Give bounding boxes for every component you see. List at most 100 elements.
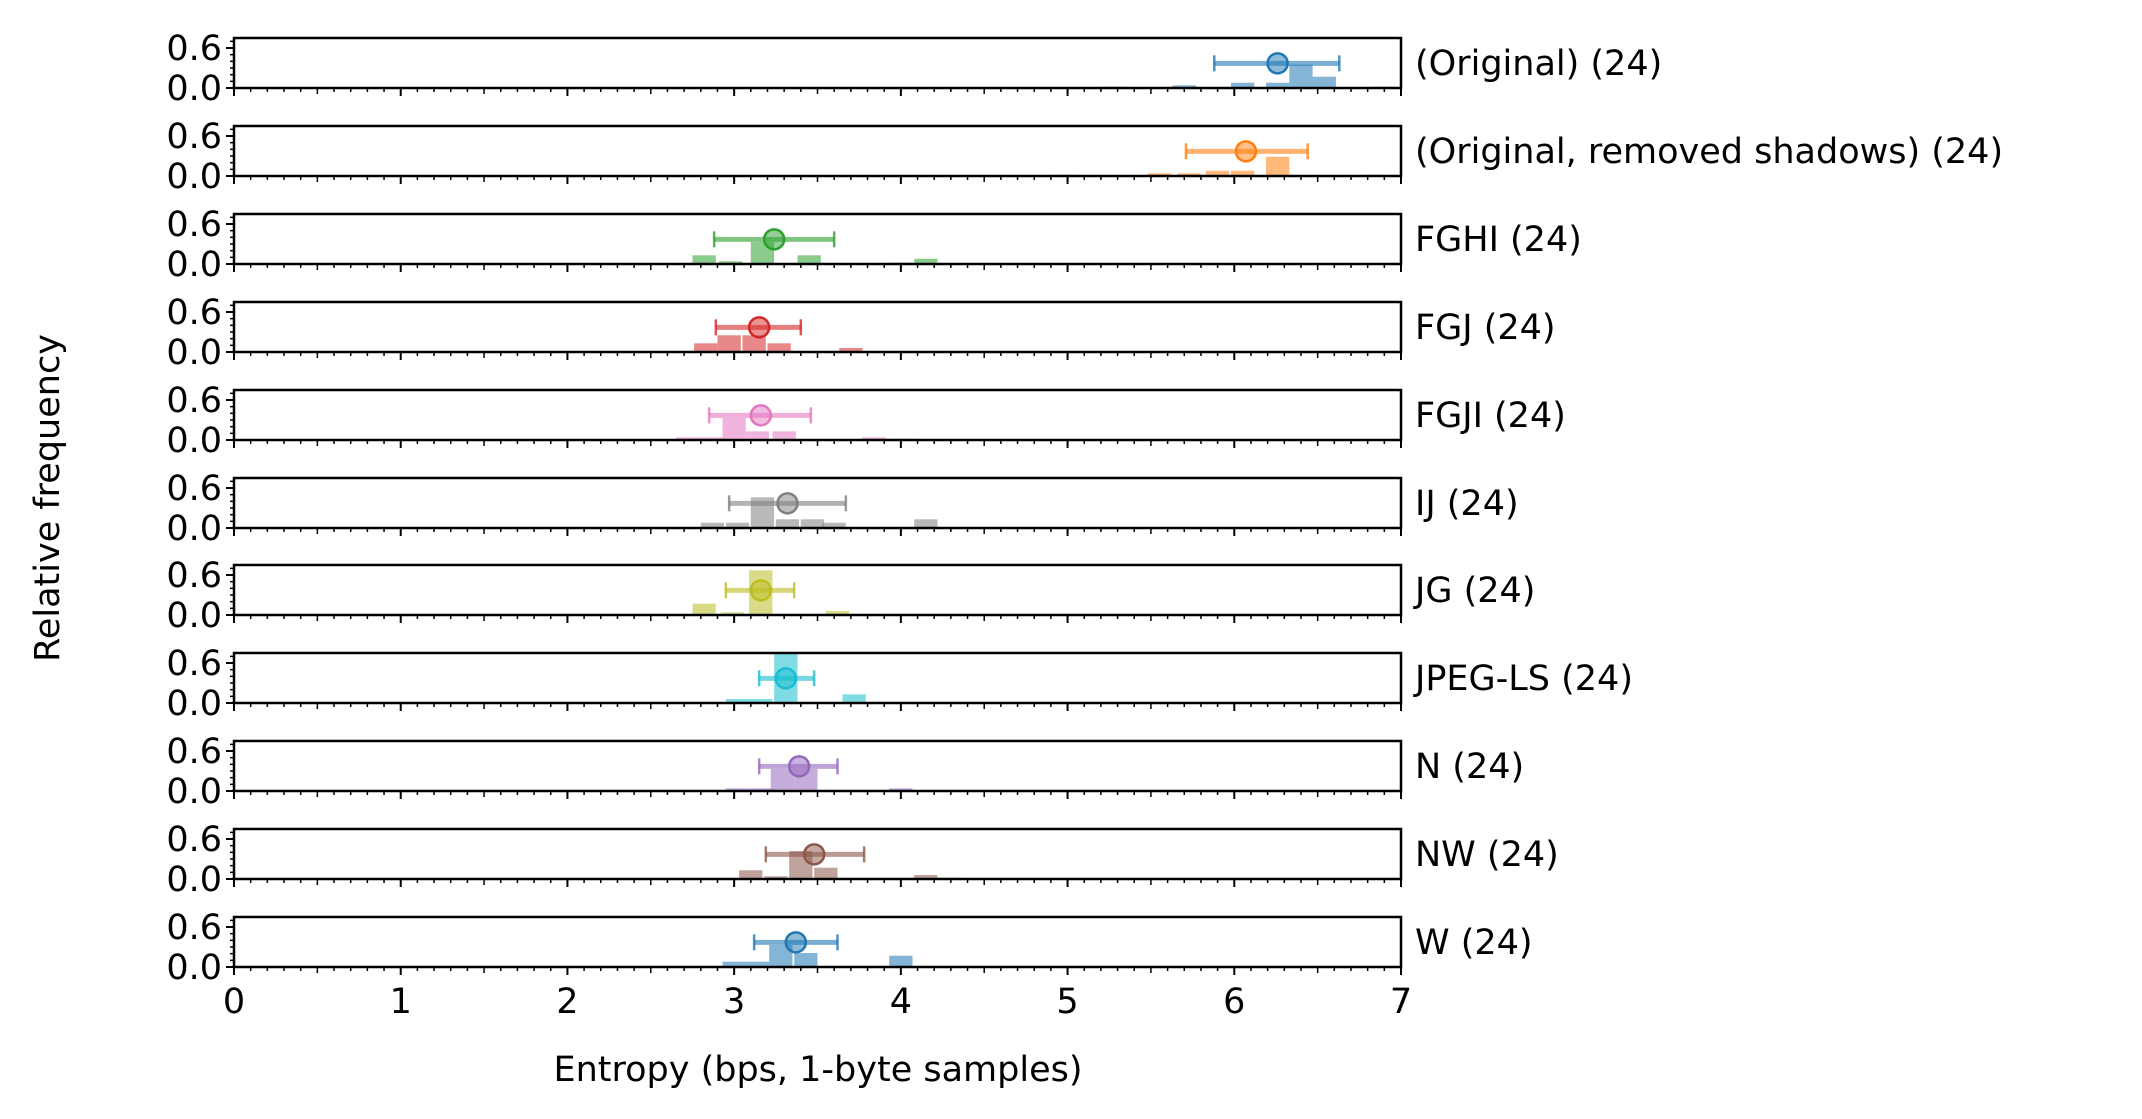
- panels: 0.00.6 (Original) (24)0.00.6 (Original, re…: [166, 29, 2003, 988]
- mean-marker: [1234, 140, 1258, 163]
- y-axis-label: Relative frequency: [28, 334, 68, 662]
- histogram-bar: [825, 611, 850, 615]
- histogram-bar: [745, 961, 770, 967]
- histogram-bar: [842, 694, 866, 703]
- y-tick-label: 0.6: [166, 469, 222, 509]
- histogram-bar: [749, 699, 773, 703]
- panel-label: FGHI (24): [1415, 220, 1582, 260]
- x-tick-label: 2: [556, 982, 578, 1022]
- histogram-bar: [914, 519, 938, 528]
- panel-10: 0.00.6 W (24): [166, 908, 1532, 988]
- y-tick-label: 0.0: [166, 772, 222, 812]
- histogram-bar: [764, 876, 788, 879]
- y-tick-label: 0.0: [166, 596, 222, 636]
- y-tick-label: 0.6: [166, 732, 222, 772]
- panel-label: W (24): [1415, 923, 1533, 963]
- panel-6: 0.00.6 JG (24): [166, 556, 1535, 636]
- y-tick-label: 0.6: [166, 381, 222, 421]
- panel-label: (Original, removed shadows) (24): [1415, 132, 2003, 172]
- panel-2: 0.00.6 FGHI (24): [166, 205, 1582, 285]
- histogram-bar: [717, 335, 741, 352]
- y-tick-label: 0.6: [166, 644, 222, 684]
- mean-marker: [776, 492, 799, 515]
- histogram-bar: [1266, 82, 1290, 88]
- histogram-bar: [914, 258, 938, 264]
- panel-0: 0.00.6 (Original) (24): [166, 29, 1662, 109]
- y-tick-label: 0.0: [166, 684, 222, 724]
- histogram-bar: [822, 522, 846, 528]
- mean-marker: [749, 404, 773, 427]
- histogram-bar: [719, 261, 743, 264]
- x-tick-label: 5: [1056, 982, 1078, 1022]
- y-tick-label: 0.0: [166, 69, 222, 109]
- histogram-bar: [889, 788, 913, 791]
- histogram-bar: [1312, 76, 1336, 88]
- histogram-bar: [770, 769, 795, 791]
- y-tick-label: 0.6: [166, 820, 222, 860]
- y-tick-label: 0.6: [166, 908, 222, 948]
- panel-5: 0.00.6 IJ (24): [166, 469, 1518, 549]
- mean-marker: [787, 755, 811, 778]
- histogram-bar: [1147, 173, 1171, 176]
- mean-marker: [802, 843, 826, 866]
- x-axis-label: Entropy (bps, 1-byte samples): [553, 1050, 1082, 1090]
- histogram-bar: [889, 955, 913, 967]
- histogram-bar: [769, 945, 793, 967]
- histogram-bar: [692, 255, 716, 264]
- histogram-bar: [742, 335, 766, 352]
- y-tick-label: 0.6: [166, 29, 222, 69]
- histogram-bar: [722, 961, 746, 967]
- x-tick-label: 7: [1390, 982, 1412, 1022]
- x-axis: 0 1 2 3 4 5 6 7: [223, 982, 1412, 1022]
- histogram-bar: [692, 603, 716, 615]
- panel-frame: [232, 300, 1403, 354]
- histogram-bar: [725, 699, 750, 703]
- panel-frame: [232, 563, 1403, 617]
- histogram-bar: [794, 953, 818, 967]
- y-tick-label: 0.6: [166, 556, 222, 596]
- histogram-bar: [797, 255, 821, 264]
- y-tick-label: 0.0: [166, 245, 222, 285]
- histogram-bar: [1172, 85, 1196, 88]
- y-tick-label: 0.6: [166, 293, 222, 333]
- y-tick-label: 0.6: [166, 205, 222, 245]
- histogram-bar: [1205, 170, 1230, 176]
- panel-label: JG (24): [1413, 571, 1535, 611]
- panel-1: 0.00.6 (Original, removed shadows) (24): [166, 117, 2003, 197]
- y-tick-label: 0.0: [166, 157, 222, 197]
- histogram-bar: [722, 418, 746, 440]
- panel-label: FGJI (24): [1415, 396, 1566, 436]
- panel-label: NW (24): [1415, 835, 1559, 875]
- x-tick-label: 6: [1223, 982, 1245, 1022]
- x-tick-label: 3: [723, 982, 745, 1022]
- mean-marker: [784, 931, 808, 954]
- histogram-bar: [739, 870, 763, 879]
- y-tick-label: 0.0: [166, 509, 222, 549]
- panel-label: (Original) (24): [1415, 44, 1662, 84]
- mean-marker: [747, 316, 771, 339]
- y-tick-label: 0.0: [166, 333, 222, 373]
- histogram-bar: [675, 437, 700, 440]
- panel-3: 0.00.6 FGJ (24): [166, 293, 1555, 373]
- histogram-bar: [745, 431, 770, 440]
- panel-frame: [232, 651, 1403, 705]
- histogram-bar: [1177, 173, 1201, 176]
- histogram-bar: [725, 788, 750, 791]
- histogram-bar: [767, 343, 791, 352]
- mean-marker: [1266, 52, 1289, 75]
- mean-marker: [749, 579, 773, 602]
- histogram-bar: [700, 522, 725, 528]
- histogram-bar: [1289, 64, 1313, 88]
- y-tick-label: 0.0: [166, 421, 222, 461]
- panel-label: IJ (24): [1415, 484, 1519, 524]
- panel-7: 0.00.6 JPEG-LS (24): [166, 644, 1633, 724]
- panel-8: 0.00.6 N (24): [166, 732, 1524, 812]
- histogram-bar: [1231, 82, 1255, 88]
- histogram-bar: [772, 431, 796, 440]
- x-tick-label: 1: [390, 982, 412, 1022]
- histogram-bar: [720, 612, 745, 615]
- histogram-bar: [800, 519, 825, 528]
- histogram-bar: [839, 348, 863, 352]
- histogram-bar: [725, 522, 750, 528]
- histogram-bar: [1231, 170, 1255, 176]
